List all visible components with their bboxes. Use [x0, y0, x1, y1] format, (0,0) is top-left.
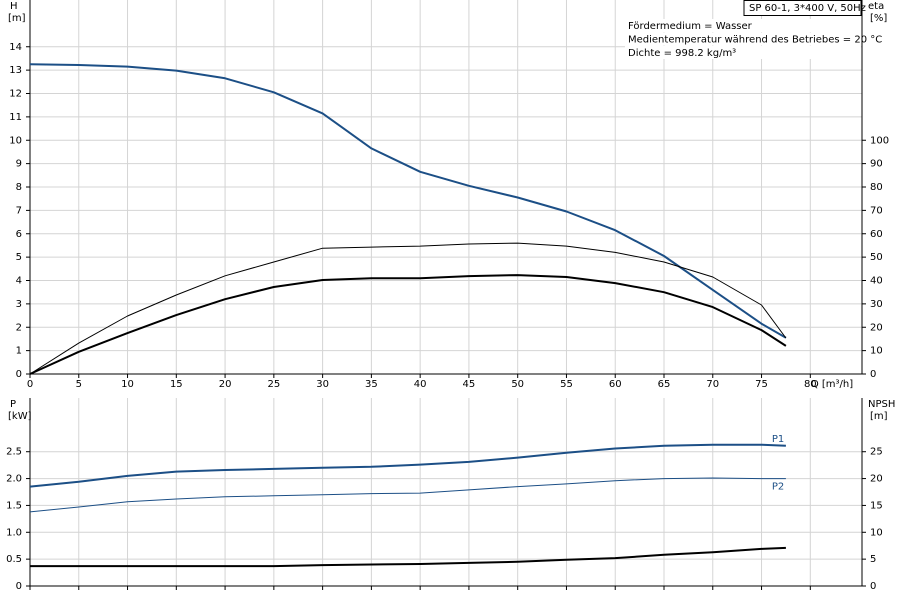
y2-tick-label: 40 [870, 276, 883, 287]
x-tick-label: 60 [609, 379, 622, 390]
curve [29, 477, 786, 513]
y2-tick-label: 25 [870, 447, 883, 458]
y2-tick-label: 20 [870, 322, 883, 333]
y-axis-unit: [m] [8, 13, 26, 24]
title-box [743, 0, 862, 16]
x-tick-label: 50 [511, 379, 524, 390]
y-tick-label: 2.5 [6, 447, 22, 458]
y2-tick-label: 70 [870, 205, 883, 216]
y-tick-label: 5 [16, 252, 22, 263]
y2-tick-label: 10 [870, 346, 883, 357]
y-tick-label: 2 [16, 322, 22, 333]
y-tick-label: 12 [9, 89, 22, 100]
annotation: Medientemperatur während des Betriebes =… [628, 35, 882, 46]
y-tick-label: 1.5 [6, 500, 22, 511]
curve [30, 546, 786, 568]
y-axis-title: H [10, 1, 18, 12]
y-axis-title: P [10, 399, 16, 410]
curve [29, 443, 786, 488]
y-tick-label: 14 [9, 42, 22, 53]
y-tick-label: 10 [9, 135, 22, 146]
y-tick-label: 0 [16, 581, 22, 592]
curve [29, 274, 787, 375]
y2-tick-label: 15 [870, 500, 883, 511]
y-tick-label: 1 [16, 346, 22, 357]
chart-title: SP 60-1, 3*400 V, 50Hz [749, 3, 866, 14]
x-tick-label: 0 [27, 379, 33, 390]
curve-label: P2 [772, 482, 784, 493]
y2-axis-title: eta [868, 1, 884, 12]
x-tick-label: 70 [706, 379, 719, 390]
y2-tick-label: 5 [870, 554, 876, 565]
y-tick-label: 11 [9, 112, 22, 123]
y2-axis-unit: [m] [870, 411, 888, 422]
y-tick-label: 2.0 [6, 474, 22, 485]
y2-tick-label: 100 [870, 135, 889, 146]
y2-tick-label: 20 [870, 474, 883, 485]
y2-tick-label: 30 [870, 299, 883, 310]
y-tick-label: 4 [16, 276, 22, 287]
x-axis-title: Q [m³/h] [811, 379, 853, 390]
x-tick-label: 35 [365, 379, 378, 390]
x-tick-label: 55 [560, 379, 573, 390]
y-tick-label: 3 [16, 299, 22, 310]
x-tick-label: 45 [463, 379, 476, 390]
y2-tick-label: 80 [870, 182, 883, 193]
y-tick-label: 7 [16, 205, 22, 216]
annotation: Dichte = 998.2 kg/m³ [628, 48, 736, 59]
x-tick-label: 65 [658, 379, 671, 390]
x-tick-label: 20 [219, 379, 232, 390]
curve [29, 63, 787, 339]
y-tick-label: 1.0 [6, 527, 22, 538]
annotation-bg [625, 32, 861, 46]
x-tick-label: 25 [267, 379, 280, 390]
x-tick-label: 40 [414, 379, 427, 390]
y2-tick-label: 10 [870, 527, 883, 538]
y2-tick-label: 90 [870, 159, 883, 170]
y-axis-unit: [kW] [8, 411, 32, 422]
curve-label: P1 [772, 434, 784, 445]
y2-tick-label: 0 [870, 581, 876, 592]
x-tick-label: 15 [170, 379, 183, 390]
y-tick-label: 6 [16, 229, 22, 240]
annotation-bg [625, 19, 861, 32]
x-tick-label: 80 [804, 379, 817, 390]
annotation: Fördermedium = Wasser [628, 21, 753, 32]
y2-axis-unit: [%] [870, 13, 887, 24]
x-tick-label: 10 [121, 379, 134, 390]
y2-tick-label: 60 [870, 229, 883, 240]
x-tick-label: 5 [76, 379, 82, 390]
y2-tick-label: 50 [870, 252, 883, 263]
x-tick-label: 30 [316, 379, 329, 390]
annotation-bg [625, 46, 861, 59]
x-tick-label: 75 [755, 379, 768, 390]
y-tick-label: 13 [9, 65, 22, 76]
y2-axis-title: NPSH [868, 399, 895, 410]
y-tick-label: 9 [16, 159, 22, 170]
y-tick-label: 0 [16, 369, 22, 380]
y2-tick-label: 0 [870, 369, 876, 380]
y-tick-label: 8 [16, 182, 22, 193]
y-tick-label: 0.5 [6, 554, 22, 565]
curve [29, 242, 787, 375]
